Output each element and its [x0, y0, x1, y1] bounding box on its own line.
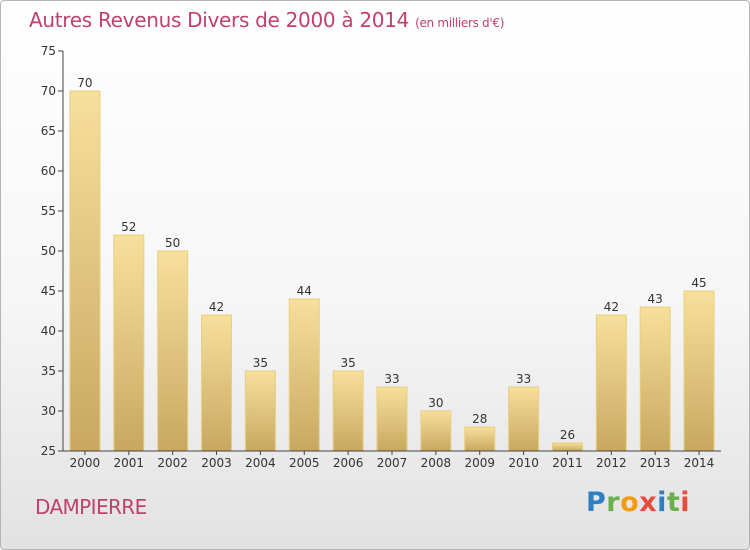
- y-tick-label: 55: [41, 204, 56, 218]
- bar-2013: [639, 306, 671, 452]
- bar-value-label: 26: [560, 428, 575, 442]
- x-tick-label: 2011: [552, 456, 583, 470]
- bar-value-label: 44: [297, 284, 312, 298]
- bar-2005: [288, 298, 320, 452]
- bar-2006: [332, 370, 364, 452]
- x-tick-label: 2003: [201, 456, 232, 470]
- y-tick-label: 60: [41, 164, 56, 178]
- location-name: DAMPIERRE: [35, 495, 147, 519]
- bar-2004: [244, 370, 276, 452]
- y-tick-label: 25: [41, 444, 56, 458]
- bar-2003: [201, 314, 233, 452]
- bar-value-label: 70: [77, 76, 92, 90]
- chart-title: Autres Revenus Divers de 2000 à 2014 (en …: [29, 8, 504, 32]
- bar-value-label: 28: [472, 412, 487, 426]
- proxiti-logo: Proxiti: [586, 487, 690, 518]
- bar-2000: [69, 90, 101, 452]
- bar-2008: [420, 410, 452, 452]
- bar-2002: [157, 250, 189, 452]
- y-tick-label: 75: [41, 44, 56, 58]
- logo-letter: i: [657, 487, 667, 518]
- x-tick-label: 2007: [377, 456, 408, 470]
- bar-value-label: 42: [209, 300, 224, 314]
- bar-2007: [376, 386, 408, 452]
- bar-2014: [683, 290, 715, 452]
- y-tick-label: 65: [41, 124, 56, 138]
- bar-2012: [595, 314, 627, 452]
- x-tick-label: 2005: [289, 456, 320, 470]
- logo-letter: P: [586, 487, 607, 518]
- logo-letter: i: [680, 487, 691, 518]
- x-tick-label: 2012: [596, 456, 627, 470]
- x-tick-label: 2013: [640, 456, 671, 470]
- y-tick-label: 35: [41, 364, 56, 378]
- x-tick-label: 2006: [333, 456, 364, 470]
- bar-value-label: 43: [648, 292, 663, 306]
- y-tick-label: 30: [41, 404, 56, 418]
- bar-value-label: 33: [516, 372, 531, 386]
- bar-value-label: 35: [340, 356, 355, 370]
- bar-2010: [508, 386, 540, 452]
- x-tick-label: 2004: [245, 456, 276, 470]
- x-tick-label: 2001: [114, 456, 145, 470]
- y-tick-label: 40: [41, 324, 56, 338]
- x-tick-label: 2000: [70, 456, 101, 470]
- bar-2011: [551, 442, 583, 452]
- x-tick-label: 2002: [157, 456, 188, 470]
- bar-2001: [113, 234, 145, 452]
- x-tick-label: 2009: [464, 456, 495, 470]
- logo-letter: t: [666, 487, 681, 518]
- logo-letter: x: [639, 487, 658, 518]
- bar-value-label: 30: [428, 396, 443, 410]
- chart-title-text: Autres Revenus Divers de 2000 à 2014: [29, 8, 410, 32]
- bar-value-label: 35: [253, 356, 268, 370]
- logo-letter: r: [606, 487, 621, 518]
- chart-subtitle: (en milliers d'€): [415, 16, 505, 30]
- bar-value-label: 45: [691, 276, 706, 290]
- y-tick-label: 50: [41, 244, 56, 258]
- logo-letter: o: [620, 487, 640, 518]
- bar-value-label: 50: [165, 236, 180, 250]
- bar-value-label: 52: [121, 220, 136, 234]
- bar-value-label: 33: [384, 372, 399, 386]
- x-tick-label: 2014: [684, 456, 715, 470]
- x-tick-label: 2008: [421, 456, 452, 470]
- bar-value-label: 42: [604, 300, 619, 314]
- x-tick-label: 2010: [508, 456, 539, 470]
- bar-2009: [464, 426, 496, 452]
- y-tick-label: 45: [41, 284, 56, 298]
- y-tick-label: 70: [41, 84, 56, 98]
